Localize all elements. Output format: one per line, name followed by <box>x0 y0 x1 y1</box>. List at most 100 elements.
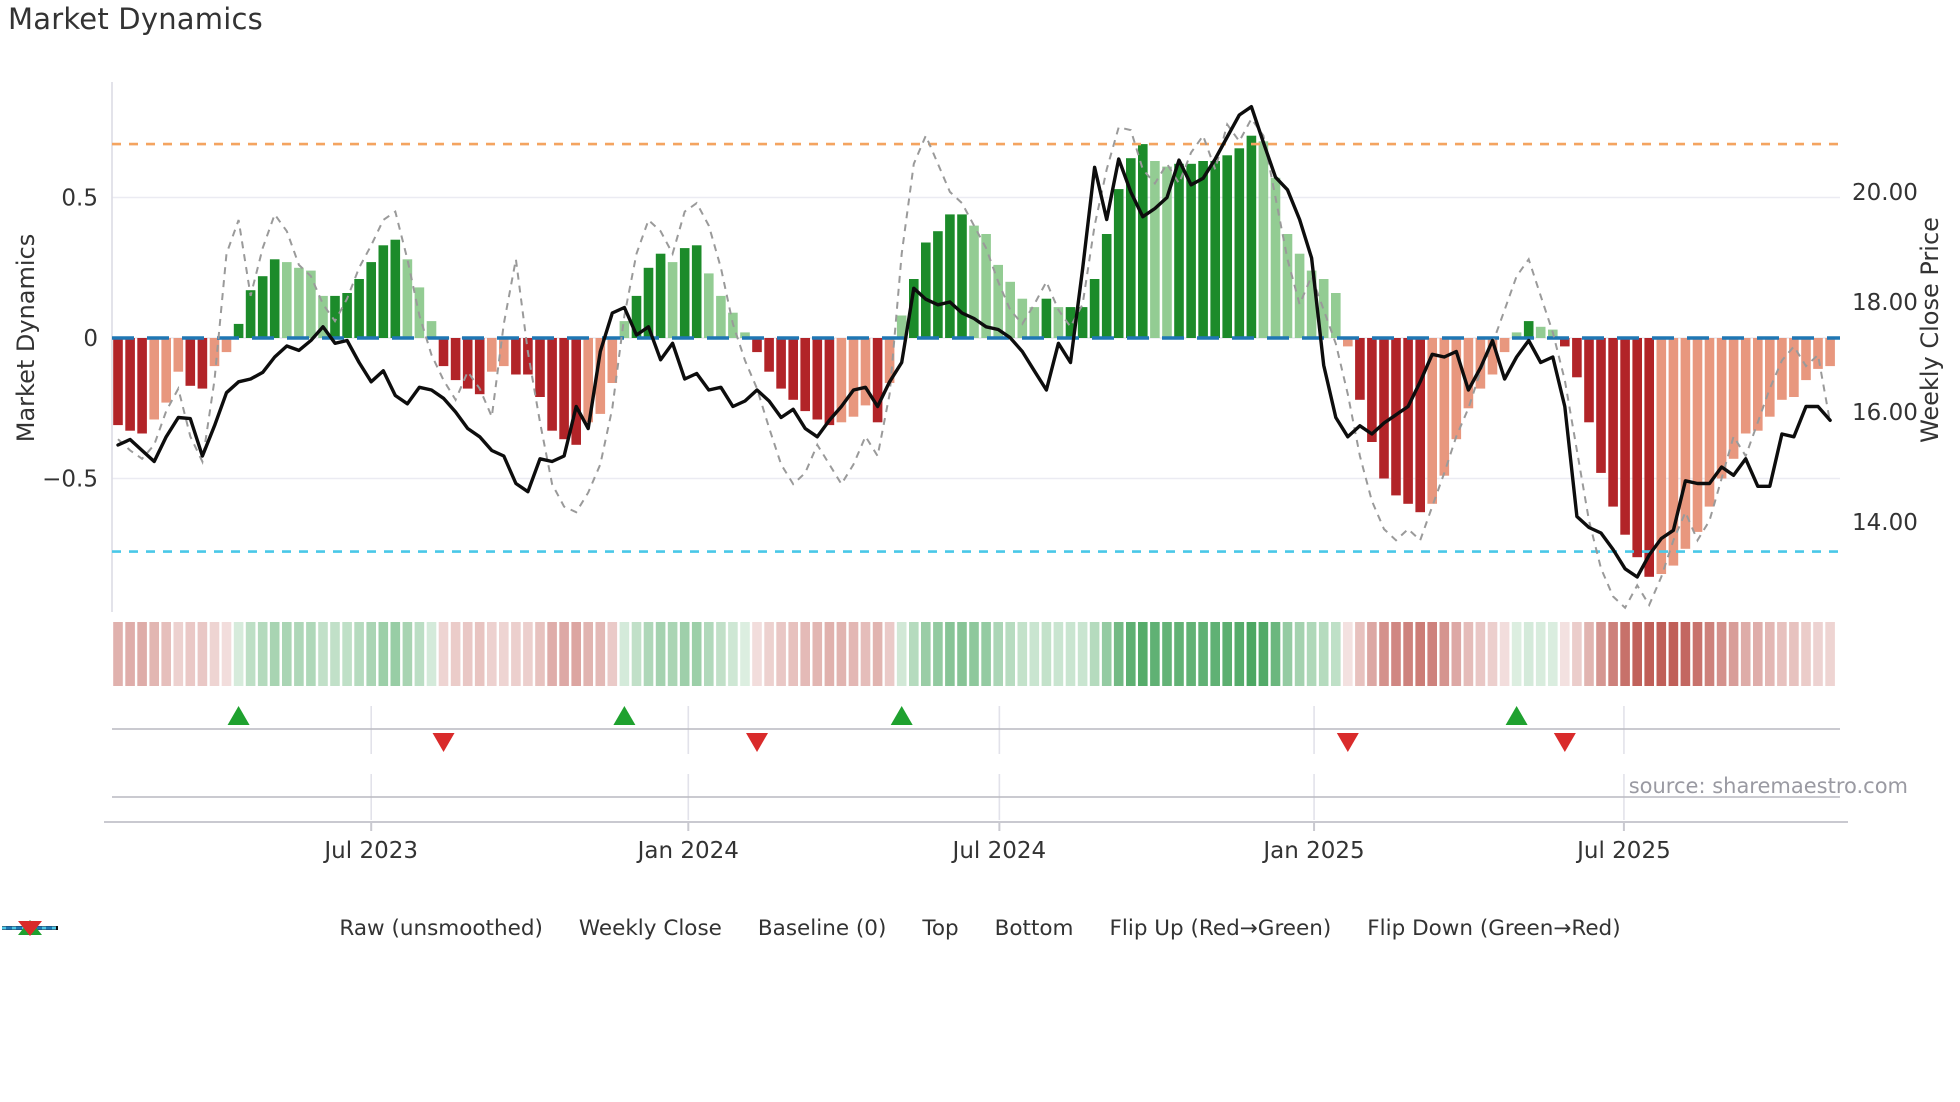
heatmap-cell <box>1306 622 1317 686</box>
heatmap-cell <box>1331 622 1341 686</box>
heatmap-cell <box>1560 622 1570 686</box>
dyn-bar <box>776 338 786 389</box>
heatmap-cell <box>993 622 1003 686</box>
dyn-bar <box>1523 321 1534 338</box>
heatmap-cell <box>402 622 413 686</box>
dyn-bar <box>619 321 630 338</box>
dyn-bar <box>269 259 280 338</box>
dyn-bar <box>679 248 690 338</box>
heatmap-cell <box>945 622 955 686</box>
dyn-bar <box>1234 148 1245 338</box>
dyn-bar <box>643 267 654 339</box>
heatmap-cell <box>547 622 557 686</box>
right-tick-label: 20.00 <box>1852 180 1918 206</box>
dyn-bar <box>1403 338 1413 504</box>
dyn-bar <box>462 338 473 389</box>
heatmap-cell <box>535 622 545 686</box>
dyn-bar <box>764 338 774 372</box>
x-tick-label: Jan 2025 <box>1261 838 1364 864</box>
dyn-bar <box>499 338 509 367</box>
heatmap-cell <box>1656 622 1667 686</box>
legend-item: Flip Up (Red→Green) <box>18 916 1331 941</box>
legend-item: Weekly Close <box>2 916 722 941</box>
heatmap-cell <box>800 622 810 686</box>
dyn-bar <box>209 338 220 367</box>
chart-canvas: Jul 2023 Jan 2024 Jul 2024 Jan 2025 Jul 2025… <box>12 82 1944 864</box>
dyn-bar <box>426 321 437 338</box>
dyn-bar <box>607 338 618 383</box>
right-axis-title: Weekly Close Price <box>1916 217 1944 443</box>
raw-line <box>117 116 1832 610</box>
dyn-bar <box>909 279 919 338</box>
heatmap-cell <box>390 622 401 686</box>
heatmap-cell <box>474 622 485 686</box>
heatmap-cell <box>137 622 147 686</box>
flip-up-marker <box>227 706 250 725</box>
dyn-bar <box>1560 338 1570 347</box>
dyn-bar <box>1716 338 1727 479</box>
heatmap-cell <box>1234 622 1245 686</box>
heatmap-cell <box>643 622 654 686</box>
heatmap-cell <box>667 622 678 686</box>
dyn-bar <box>559 338 569 440</box>
heatmap-cell <box>221 622 232 686</box>
dynamics-bars <box>113 135 1835 577</box>
heatmap-cell <box>294 622 304 686</box>
dyn-bar <box>185 338 196 386</box>
legend-item: Flip Down (Green→Red) <box>18 916 1621 941</box>
dyn-bar <box>1077 307 1088 338</box>
heatmap-strip <box>113 622 1835 686</box>
dyn-bar <box>257 276 268 338</box>
dyn-bar <box>1113 189 1124 338</box>
heatmap-cell <box>788 622 798 686</box>
heatmap-cell <box>896 622 907 686</box>
heatmap-cell <box>679 622 690 686</box>
dyn-bar <box>1728 338 1739 459</box>
heatmap-cell <box>1825 622 1835 686</box>
dyn-bar <box>1596 338 1606 473</box>
dyn-bar <box>342 293 352 338</box>
heatmap-cell <box>583 622 593 686</box>
dyn-bar <box>945 214 955 338</box>
heatmap-cell <box>860 622 871 686</box>
legend-item: Top <box>2 916 959 941</box>
dyn-bar <box>1222 155 1232 338</box>
legend-item: Raw (unsmoothed) <box>2 916 543 941</box>
dyn-bar <box>824 338 835 426</box>
flip-down-marker <box>1553 733 1576 752</box>
dyn-bar <box>667 262 678 338</box>
dyn-bar <box>1656 338 1667 574</box>
dyn-bar <box>1150 161 1160 338</box>
heatmap-cell <box>354 622 364 686</box>
heatmap-cell <box>1572 622 1582 686</box>
dyn-bar <box>800 338 810 412</box>
heatmap-cell <box>245 622 256 686</box>
heatmap-cell <box>1246 622 1257 686</box>
dyn-bar <box>1053 307 1064 338</box>
heatmap-cell <box>1632 622 1642 686</box>
heatmap-cell <box>1053 622 1064 686</box>
heatmap-cell <box>1548 622 1558 686</box>
dyn-bar <box>1825 338 1835 367</box>
heatmap-cell <box>909 622 919 686</box>
heatmap-cell <box>487 622 497 686</box>
dyn-bar <box>487 338 497 372</box>
heatmap-cell <box>1740 622 1751 686</box>
dyn-bar <box>1379 338 1389 479</box>
dyn-bar <box>1451 338 1462 440</box>
heatmap-cell <box>1367 622 1377 686</box>
dyn-bar <box>1174 163 1184 338</box>
dyn-bar <box>1282 234 1293 338</box>
heatmap-cell <box>1343 622 1353 686</box>
flip-up-marker <box>613 706 636 725</box>
heatmap-cell <box>824 622 835 686</box>
dyn-bar <box>1065 307 1076 338</box>
heatmap-cell <box>1439 622 1450 686</box>
heatmap-cell <box>1355 622 1365 686</box>
heatmap-cell <box>921 622 931 686</box>
dyn-bar <box>788 338 798 400</box>
dyn-bar <box>438 338 449 367</box>
heatmap-cell <box>848 622 859 686</box>
dyn-bar <box>933 231 943 338</box>
legend-symbol <box>2 926 58 930</box>
